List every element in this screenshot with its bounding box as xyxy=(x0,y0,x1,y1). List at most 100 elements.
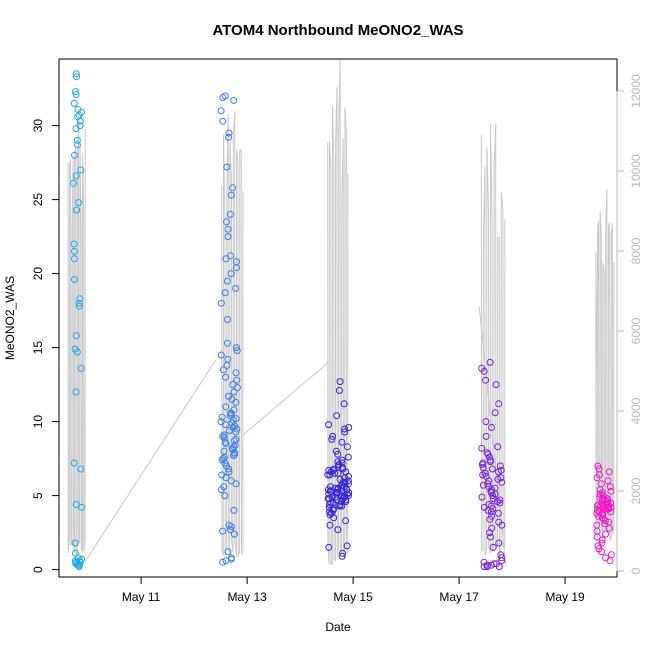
y-tick-label: 5 xyxy=(31,492,45,499)
data-point xyxy=(217,486,225,494)
x-tick-label: May 15 xyxy=(333,590,373,604)
data-point xyxy=(223,339,231,347)
data-point xyxy=(325,543,333,551)
data-point xyxy=(233,347,241,355)
data-point xyxy=(219,117,227,125)
data-point xyxy=(486,358,494,366)
chart-title: ATOM4 Northbound MeONO2_WAS xyxy=(212,22,463,39)
data-point xyxy=(599,511,607,519)
data-point xyxy=(328,435,336,443)
data-point xyxy=(221,438,229,446)
data-point xyxy=(73,136,81,144)
data-point xyxy=(221,492,229,500)
data-point xyxy=(334,450,342,458)
altitude-segment xyxy=(67,118,86,557)
data-point xyxy=(75,199,82,207)
data-point xyxy=(219,455,227,463)
y-tick-label: 20 xyxy=(31,267,45,281)
data-point xyxy=(222,373,230,381)
data-point xyxy=(489,543,497,551)
data-point xyxy=(345,472,352,480)
data-point xyxy=(222,557,230,565)
y-tick-label-right: 8000 xyxy=(629,237,643,264)
data-point xyxy=(222,403,230,411)
altitude-segment xyxy=(595,188,615,543)
data-point xyxy=(217,351,225,359)
data-point xyxy=(72,91,80,98)
data-point xyxy=(220,431,228,439)
data-point xyxy=(70,276,78,283)
data-point xyxy=(593,533,601,541)
data-point xyxy=(225,133,232,141)
data-point xyxy=(71,88,79,96)
data-point xyxy=(73,73,80,81)
data-point xyxy=(602,530,610,538)
data-point xyxy=(223,163,231,171)
data-point xyxy=(233,344,240,352)
data-point xyxy=(219,432,227,440)
data-point xyxy=(334,526,342,534)
data-point xyxy=(486,529,494,537)
data-point xyxy=(219,94,227,101)
data-point xyxy=(230,452,238,460)
data-point xyxy=(601,520,609,528)
data-point xyxy=(342,498,350,505)
altitude-segment xyxy=(327,58,349,566)
data-point xyxy=(487,533,494,541)
data-point xyxy=(607,487,615,495)
data-point xyxy=(217,299,225,307)
data-point xyxy=(482,418,490,426)
data-point xyxy=(345,424,353,431)
data-point xyxy=(478,461,486,468)
data-point xyxy=(607,503,615,511)
data-point xyxy=(70,240,78,248)
data-point xyxy=(338,484,346,492)
data-point xyxy=(75,563,83,571)
data-point xyxy=(225,129,233,137)
data-point xyxy=(219,527,227,535)
data-point xyxy=(594,462,602,470)
data-point xyxy=(73,206,81,214)
data-point xyxy=(230,506,238,514)
data-point xyxy=(70,99,78,107)
data-point xyxy=(339,549,347,557)
data-point xyxy=(218,413,226,421)
data-point xyxy=(498,521,506,529)
data-point xyxy=(232,369,240,377)
data-point xyxy=(70,247,78,255)
data-point xyxy=(494,509,502,517)
data-point xyxy=(224,316,231,323)
data-point xyxy=(605,468,613,476)
data-point xyxy=(222,474,230,482)
data-point xyxy=(607,508,615,516)
data-point xyxy=(70,255,78,263)
data-point xyxy=(480,563,488,571)
data-point xyxy=(601,503,608,511)
y-tick-label-right: 2000 xyxy=(629,477,643,504)
data-point xyxy=(496,499,504,507)
data-point xyxy=(338,502,346,510)
data-point xyxy=(344,453,352,461)
data-point xyxy=(601,517,609,525)
y-tick-label-right: 12000 xyxy=(629,74,643,108)
data-point xyxy=(227,270,235,278)
data-point xyxy=(232,264,240,272)
data-point xyxy=(217,107,225,115)
data-point xyxy=(492,381,500,389)
data-point xyxy=(595,512,602,520)
data-point xyxy=(485,453,493,461)
data-point xyxy=(226,427,233,434)
data-point xyxy=(486,458,494,466)
altitude-segment xyxy=(221,110,244,558)
altitude-series xyxy=(67,58,615,566)
y-tick-label-right: 6000 xyxy=(629,317,643,344)
data-point xyxy=(488,424,495,431)
data-point xyxy=(75,302,83,310)
data-point xyxy=(482,376,490,384)
data-point xyxy=(221,289,229,297)
data-point xyxy=(336,502,344,510)
data-point xyxy=(72,388,80,396)
data-point xyxy=(77,364,85,372)
data-point xyxy=(224,233,232,241)
